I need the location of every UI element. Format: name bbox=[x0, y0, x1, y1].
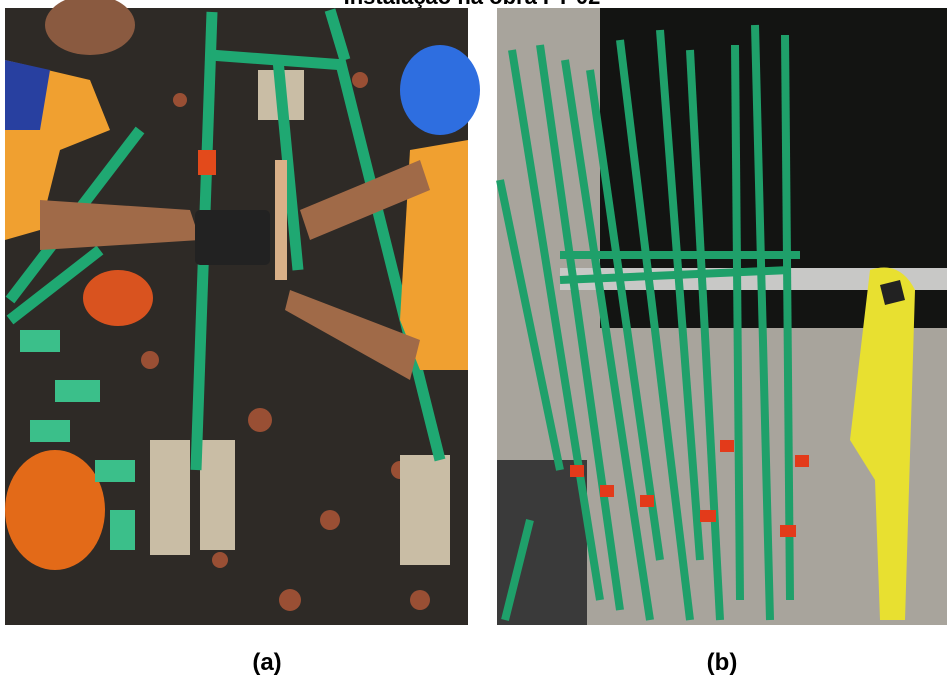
photo-detail bbox=[640, 495, 654, 507]
figure-title: Instalação na obra FT-02 bbox=[344, 0, 601, 9]
photo-detail bbox=[212, 552, 228, 568]
photo-detail bbox=[83, 270, 153, 326]
photo-detail bbox=[110, 510, 135, 550]
photo-detail bbox=[195, 210, 270, 265]
photo-detail bbox=[30, 420, 70, 442]
photo-detail bbox=[795, 455, 809, 467]
photo-detail bbox=[248, 408, 272, 432]
photo-b bbox=[497, 8, 947, 625]
photo-detail bbox=[785, 35, 790, 600]
photo-detail bbox=[400, 455, 450, 565]
photo-a bbox=[5, 0, 480, 625]
photo-detail bbox=[279, 589, 301, 611]
photo-detail bbox=[200, 440, 235, 550]
photo-detail bbox=[400, 45, 480, 135]
figure: Instalação na obra FT-02 bbox=[0, 0, 947, 680]
photo-detail bbox=[173, 93, 187, 107]
photo-detail bbox=[352, 72, 368, 88]
photo-detail bbox=[570, 465, 584, 477]
panel-label: (a) bbox=[252, 649, 281, 676]
photo-detail bbox=[410, 590, 430, 610]
photo-detail bbox=[275, 160, 287, 280]
photo-detail bbox=[780, 525, 796, 537]
photo-detail bbox=[700, 510, 716, 522]
photo-detail bbox=[95, 460, 135, 482]
photo-detail bbox=[720, 440, 734, 452]
photo-detail bbox=[735, 45, 740, 600]
panel-label: (b) bbox=[707, 649, 738, 676]
photo-detail bbox=[55, 380, 100, 402]
page: Instalação na obra FT-02 bbox=[0, 0, 947, 680]
photo-detail bbox=[150, 440, 190, 555]
photo-detail bbox=[600, 485, 614, 497]
photo-detail bbox=[198, 150, 216, 175]
photo-detail bbox=[141, 351, 159, 369]
photo-detail bbox=[5, 450, 105, 570]
photo-detail bbox=[20, 330, 60, 352]
photo-detail bbox=[320, 510, 340, 530]
